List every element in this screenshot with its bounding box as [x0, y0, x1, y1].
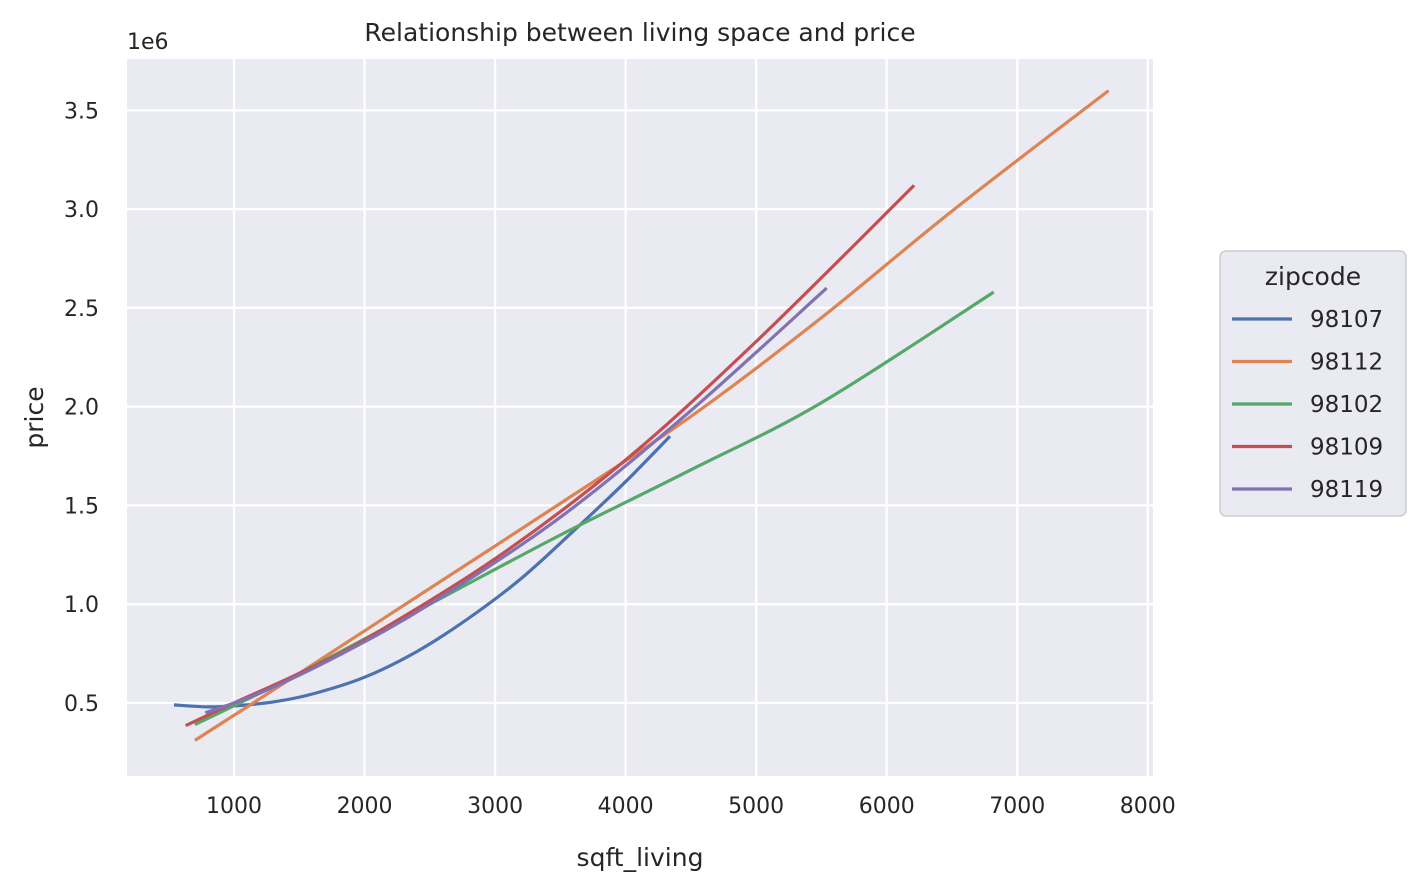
legend: zipcode 98107 98112 98102 98109 98119: [1219, 250, 1407, 517]
x-tick-label: 1000: [206, 794, 262, 819]
series-line-98112: [194, 89, 1110, 742]
grid-lines: [127, 59, 1153, 776]
legend-label-98102: 98102: [1310, 392, 1383, 418]
y-tick-label: 0.5: [64, 692, 99, 717]
y-tick-label: 1.5: [64, 494, 99, 519]
legend-box: [1219, 250, 1407, 517]
y-tick-label: 3.5: [64, 99, 99, 124]
plot-area: [127, 59, 1153, 776]
y-offset-label: 1e6: [127, 30, 169, 55]
legend-items: 98107 98112 98102 98109 98119: [1232, 307, 1383, 503]
legend-label-98119: 98119: [1310, 477, 1383, 503]
y-tick-label: 2.5: [64, 297, 99, 322]
x-tick-label: 7000: [989, 794, 1045, 819]
x-tick-label: 2000: [337, 794, 393, 819]
legend-label-98109: 98109: [1310, 435, 1383, 461]
y-tick-label: 2.0: [64, 396, 99, 421]
x-tick-label: 5000: [728, 794, 784, 819]
y-axis: 0.5 1.0 1.5 2.0 2.5 3.0 3.5: [64, 99, 99, 717]
x-tick-label: 4000: [598, 794, 654, 819]
legend-title: zipcode: [1265, 262, 1361, 291]
legend-label-98112: 98112: [1310, 350, 1383, 376]
x-axis: 1000 2000 3000 4000 5000 6000 7000 8000: [206, 794, 1176, 819]
series-line-98109: [185, 184, 916, 728]
chart-title: Relationship between living space and pr…: [364, 18, 915, 47]
series-lines: [173, 89, 1110, 742]
y-tick-label: 1.0: [64, 593, 99, 618]
x-tick-label: 3000: [467, 794, 523, 819]
series-line-98119: [204, 286, 828, 715]
y-tick-label: 3.0: [64, 198, 99, 223]
x-tick-label: 8000: [1120, 794, 1176, 819]
x-axis-label: sqft_living: [577, 843, 704, 872]
x-tick-label: 6000: [859, 794, 915, 819]
legend-label-98107: 98107: [1310, 307, 1383, 333]
y-axis-label: price: [20, 386, 49, 448]
